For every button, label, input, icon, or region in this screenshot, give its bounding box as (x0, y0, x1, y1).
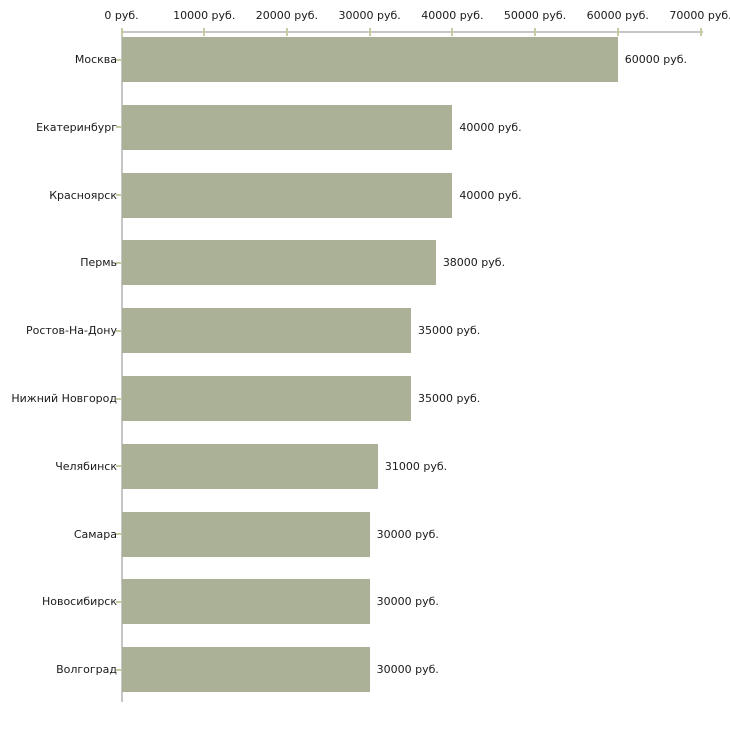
x-axis-tick (534, 28, 537, 36)
value-label: 30000 руб. (376, 595, 439, 609)
x-axis-tick-label: 50000 руб. (503, 9, 567, 22)
x-axis-tick-label: 0 руб. (104, 9, 139, 22)
y-axis-tick (116, 465, 121, 468)
value-label: 31000 руб. (384, 459, 448, 473)
y-axis-tick (116, 397, 121, 400)
x-axis-tick-label: 20000 руб. (255, 9, 319, 22)
category-label: Новосибирск (41, 595, 117, 609)
x-axis-tick-label: 10000 руб. (173, 9, 236, 22)
x-axis-tick-label: 30000 руб. (338, 9, 401, 22)
x-axis-tick (699, 28, 702, 36)
y-axis-tick (116, 126, 121, 129)
value-label: 30000 руб. (376, 527, 439, 541)
value-label: 38000 руб. (442, 256, 506, 270)
value-label: 30000 руб. (376, 663, 439, 677)
value-label: 40000 руб. (459, 188, 522, 202)
bar (122, 647, 370, 693)
value-label: 40000 руб. (459, 120, 522, 134)
y-axis-tick (116, 261, 121, 264)
y-axis-tick (116, 58, 121, 61)
bar (122, 240, 436, 286)
category-label: Красноярск (49, 188, 117, 202)
x-axis-tick (120, 28, 123, 36)
category-label: Екатеринбург (36, 120, 117, 134)
y-axis-tick (116, 668, 121, 671)
x-axis-line (121, 31, 703, 33)
x-axis-tick (203, 28, 206, 36)
bar (122, 443, 378, 489)
x-axis-tick-label: 40000 руб. (421, 9, 484, 22)
y-axis-tick (116, 533, 121, 536)
x-axis-tick (616, 28, 619, 36)
x-axis-tick (368, 28, 371, 36)
bar (122, 104, 453, 150)
x-axis-tick (451, 28, 454, 36)
category-label: Ростов-На-Дону (25, 324, 117, 338)
bar (122, 172, 453, 218)
y-axis-tick (116, 329, 121, 332)
category-label: Челябинск (55, 459, 117, 473)
category-label: Москва (74, 53, 117, 66)
bar (122, 579, 370, 625)
bar (122, 308, 411, 354)
bar (122, 37, 618, 82)
bar (122, 511, 370, 557)
x-axis-tick-label: 70000 руб. (669, 9, 730, 22)
category-label: Волгоград (56, 663, 117, 677)
category-label: Самара (73, 527, 117, 541)
category-label: Нижний Новгород (11, 392, 117, 405)
category-label: Пермь (80, 256, 117, 270)
value-label: 35000 руб. (418, 324, 481, 338)
y-axis-line (121, 31, 123, 702)
value-label: 60000 руб. (624, 53, 688, 66)
y-axis-tick (116, 600, 121, 603)
y-axis-tick (116, 194, 121, 197)
bar (122, 376, 411, 421)
x-axis-tick (285, 28, 288, 36)
value-label: 35000 руб. (418, 392, 481, 405)
x-axis-tick-label: 60000 руб. (586, 9, 649, 22)
